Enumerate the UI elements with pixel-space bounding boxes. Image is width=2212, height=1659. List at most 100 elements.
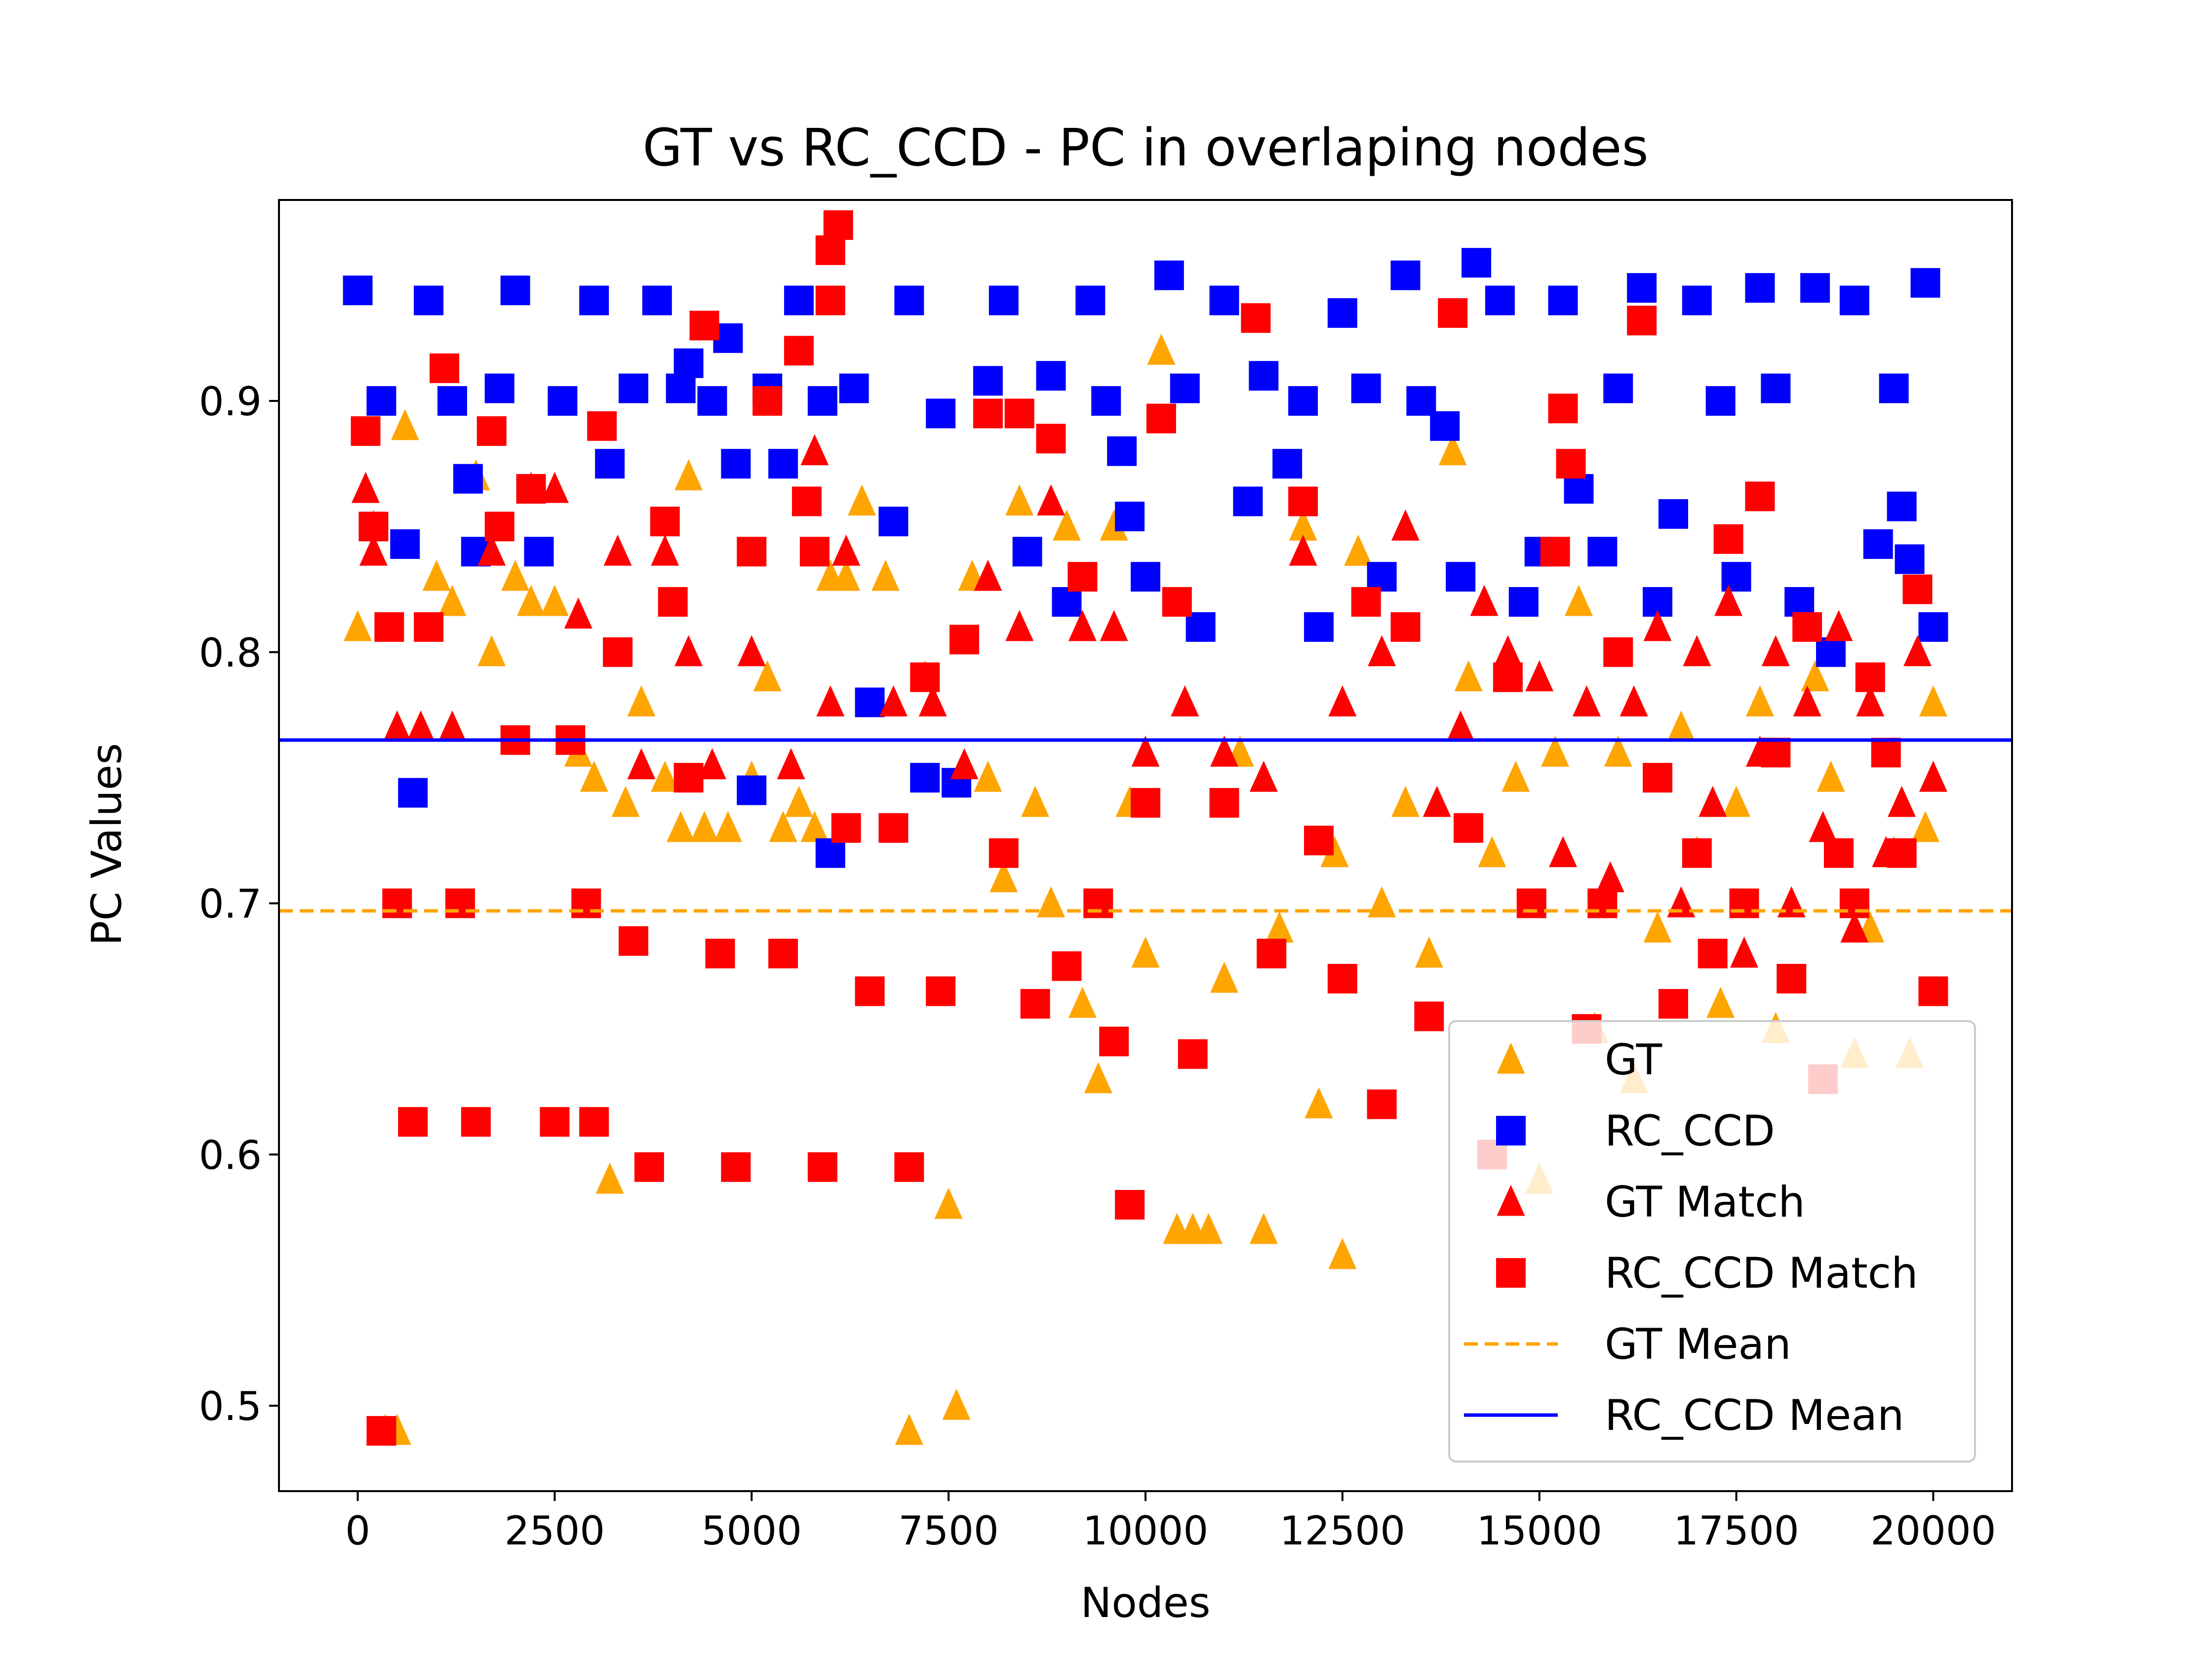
data-point bbox=[1091, 386, 1121, 416]
data-point bbox=[1918, 976, 1948, 1006]
data-point bbox=[650, 507, 680, 537]
data-point bbox=[1391, 786, 1420, 817]
data-point bbox=[1185, 612, 1216, 642]
x-axis: 0 2500 5000 7500 10000 12500 15000 17500 20000 bbox=[345, 1491, 1996, 1554]
data-point bbox=[658, 587, 688, 617]
data-point bbox=[651, 534, 679, 566]
data-point bbox=[1918, 612, 1948, 642]
data-point bbox=[1265, 911, 1294, 943]
data-point bbox=[1249, 760, 1278, 792]
y-tick-label: 0.8 bbox=[199, 630, 262, 676]
data-point bbox=[949, 625, 980, 655]
data-point bbox=[1722, 786, 1751, 817]
data-point bbox=[800, 434, 829, 466]
legend-label: GT Match bbox=[1605, 1178, 1805, 1227]
data-point bbox=[1414, 1001, 1444, 1031]
data-point bbox=[1406, 386, 1436, 416]
x-tick-label: 2500 bbox=[505, 1508, 605, 1554]
data-point bbox=[1620, 685, 1648, 717]
data-point bbox=[1556, 449, 1586, 479]
data-point bbox=[1367, 1089, 1397, 1119]
data-point bbox=[1706, 987, 1735, 1018]
data-point bbox=[1210, 961, 1239, 993]
data-point bbox=[1761, 738, 1791, 768]
data-point bbox=[1209, 788, 1239, 818]
data-point bbox=[1368, 635, 1396, 667]
data-point bbox=[1470, 585, 1499, 616]
legend-swatch bbox=[1496, 1116, 1526, 1146]
data-point bbox=[1257, 939, 1287, 969]
data-point bbox=[871, 559, 900, 591]
legend: GT RC_CCD GT Match RC_CCD Match GT Mean RC_CC… bbox=[1448, 1020, 1976, 1462]
data-point bbox=[784, 336, 814, 366]
data-point bbox=[651, 760, 679, 792]
data-point bbox=[1438, 298, 1468, 328]
data-point bbox=[1745, 481, 1775, 512]
data-point bbox=[1910, 268, 1940, 298]
data-point bbox=[942, 1388, 971, 1420]
data-point bbox=[878, 813, 908, 843]
data-point bbox=[1067, 562, 1098, 592]
data-point bbox=[1100, 610, 1128, 641]
data-point bbox=[517, 585, 546, 616]
data-point bbox=[343, 276, 373, 306]
legend-label: RC_CCD bbox=[1605, 1106, 1775, 1156]
data-point bbox=[1084, 1062, 1112, 1094]
data-point bbox=[516, 474, 546, 504]
data-point bbox=[1367, 562, 1397, 592]
data-point bbox=[1730, 936, 1759, 968]
data-point bbox=[1115, 1190, 1145, 1220]
data-point bbox=[618, 373, 648, 403]
data-point bbox=[1541, 735, 1570, 767]
data-point bbox=[603, 534, 632, 566]
y-tick-label: 0.7 bbox=[199, 881, 262, 927]
data-point bbox=[1903, 635, 1932, 667]
data-point bbox=[673, 763, 704, 793]
data-point bbox=[1351, 373, 1381, 403]
data-point bbox=[1548, 285, 1578, 316]
data-point bbox=[1154, 260, 1184, 290]
data-point bbox=[1501, 760, 1530, 792]
data-point bbox=[713, 811, 742, 842]
data-point bbox=[815, 285, 845, 316]
chart-title: GT vs RC_CCD - PC in overlaping nodes bbox=[642, 118, 1648, 178]
data-point bbox=[1478, 836, 1506, 868]
data-point bbox=[1895, 544, 1925, 574]
data-point bbox=[445, 888, 475, 918]
data-point bbox=[1721, 562, 1751, 592]
data-point bbox=[988, 838, 1019, 868]
data-point bbox=[540, 472, 569, 503]
data-point bbox=[823, 210, 853, 240]
data-point bbox=[831, 813, 861, 843]
y-axis-title: PC Values bbox=[82, 743, 131, 946]
legend-swatch bbox=[1497, 1042, 1525, 1074]
data-point bbox=[807, 386, 837, 416]
data-point bbox=[1745, 273, 1775, 303]
data-point bbox=[1210, 735, 1239, 767]
data-point bbox=[476, 416, 507, 446]
data-point bbox=[1288, 486, 1318, 516]
legend-label: RC_CCD Mean bbox=[1605, 1391, 1904, 1440]
data-point bbox=[1911, 811, 1939, 842]
data-point bbox=[1729, 888, 1759, 918]
legend-item: RC_CCD bbox=[1496, 1106, 1775, 1156]
data-point bbox=[1249, 1213, 1278, 1244]
data-point bbox=[674, 635, 703, 667]
data-point bbox=[1863, 529, 1893, 559]
data-point bbox=[1816, 637, 1846, 667]
data-point bbox=[1390, 612, 1421, 642]
data-point bbox=[1052, 587, 1082, 617]
x-tick-label: 5000 bbox=[701, 1508, 802, 1554]
data-point bbox=[737, 635, 766, 667]
x-tick-label: 10000 bbox=[1083, 1508, 1209, 1554]
data-point bbox=[1131, 788, 1160, 818]
data-point bbox=[910, 662, 940, 692]
data-point bbox=[1698, 939, 1728, 969]
data-point bbox=[832, 534, 861, 566]
data-point bbox=[1516, 888, 1546, 918]
data-point bbox=[973, 398, 1003, 429]
data-point bbox=[1643, 763, 1673, 793]
data-point bbox=[1493, 662, 1523, 692]
data-point bbox=[1462, 248, 1492, 278]
data-point bbox=[1272, 449, 1303, 479]
